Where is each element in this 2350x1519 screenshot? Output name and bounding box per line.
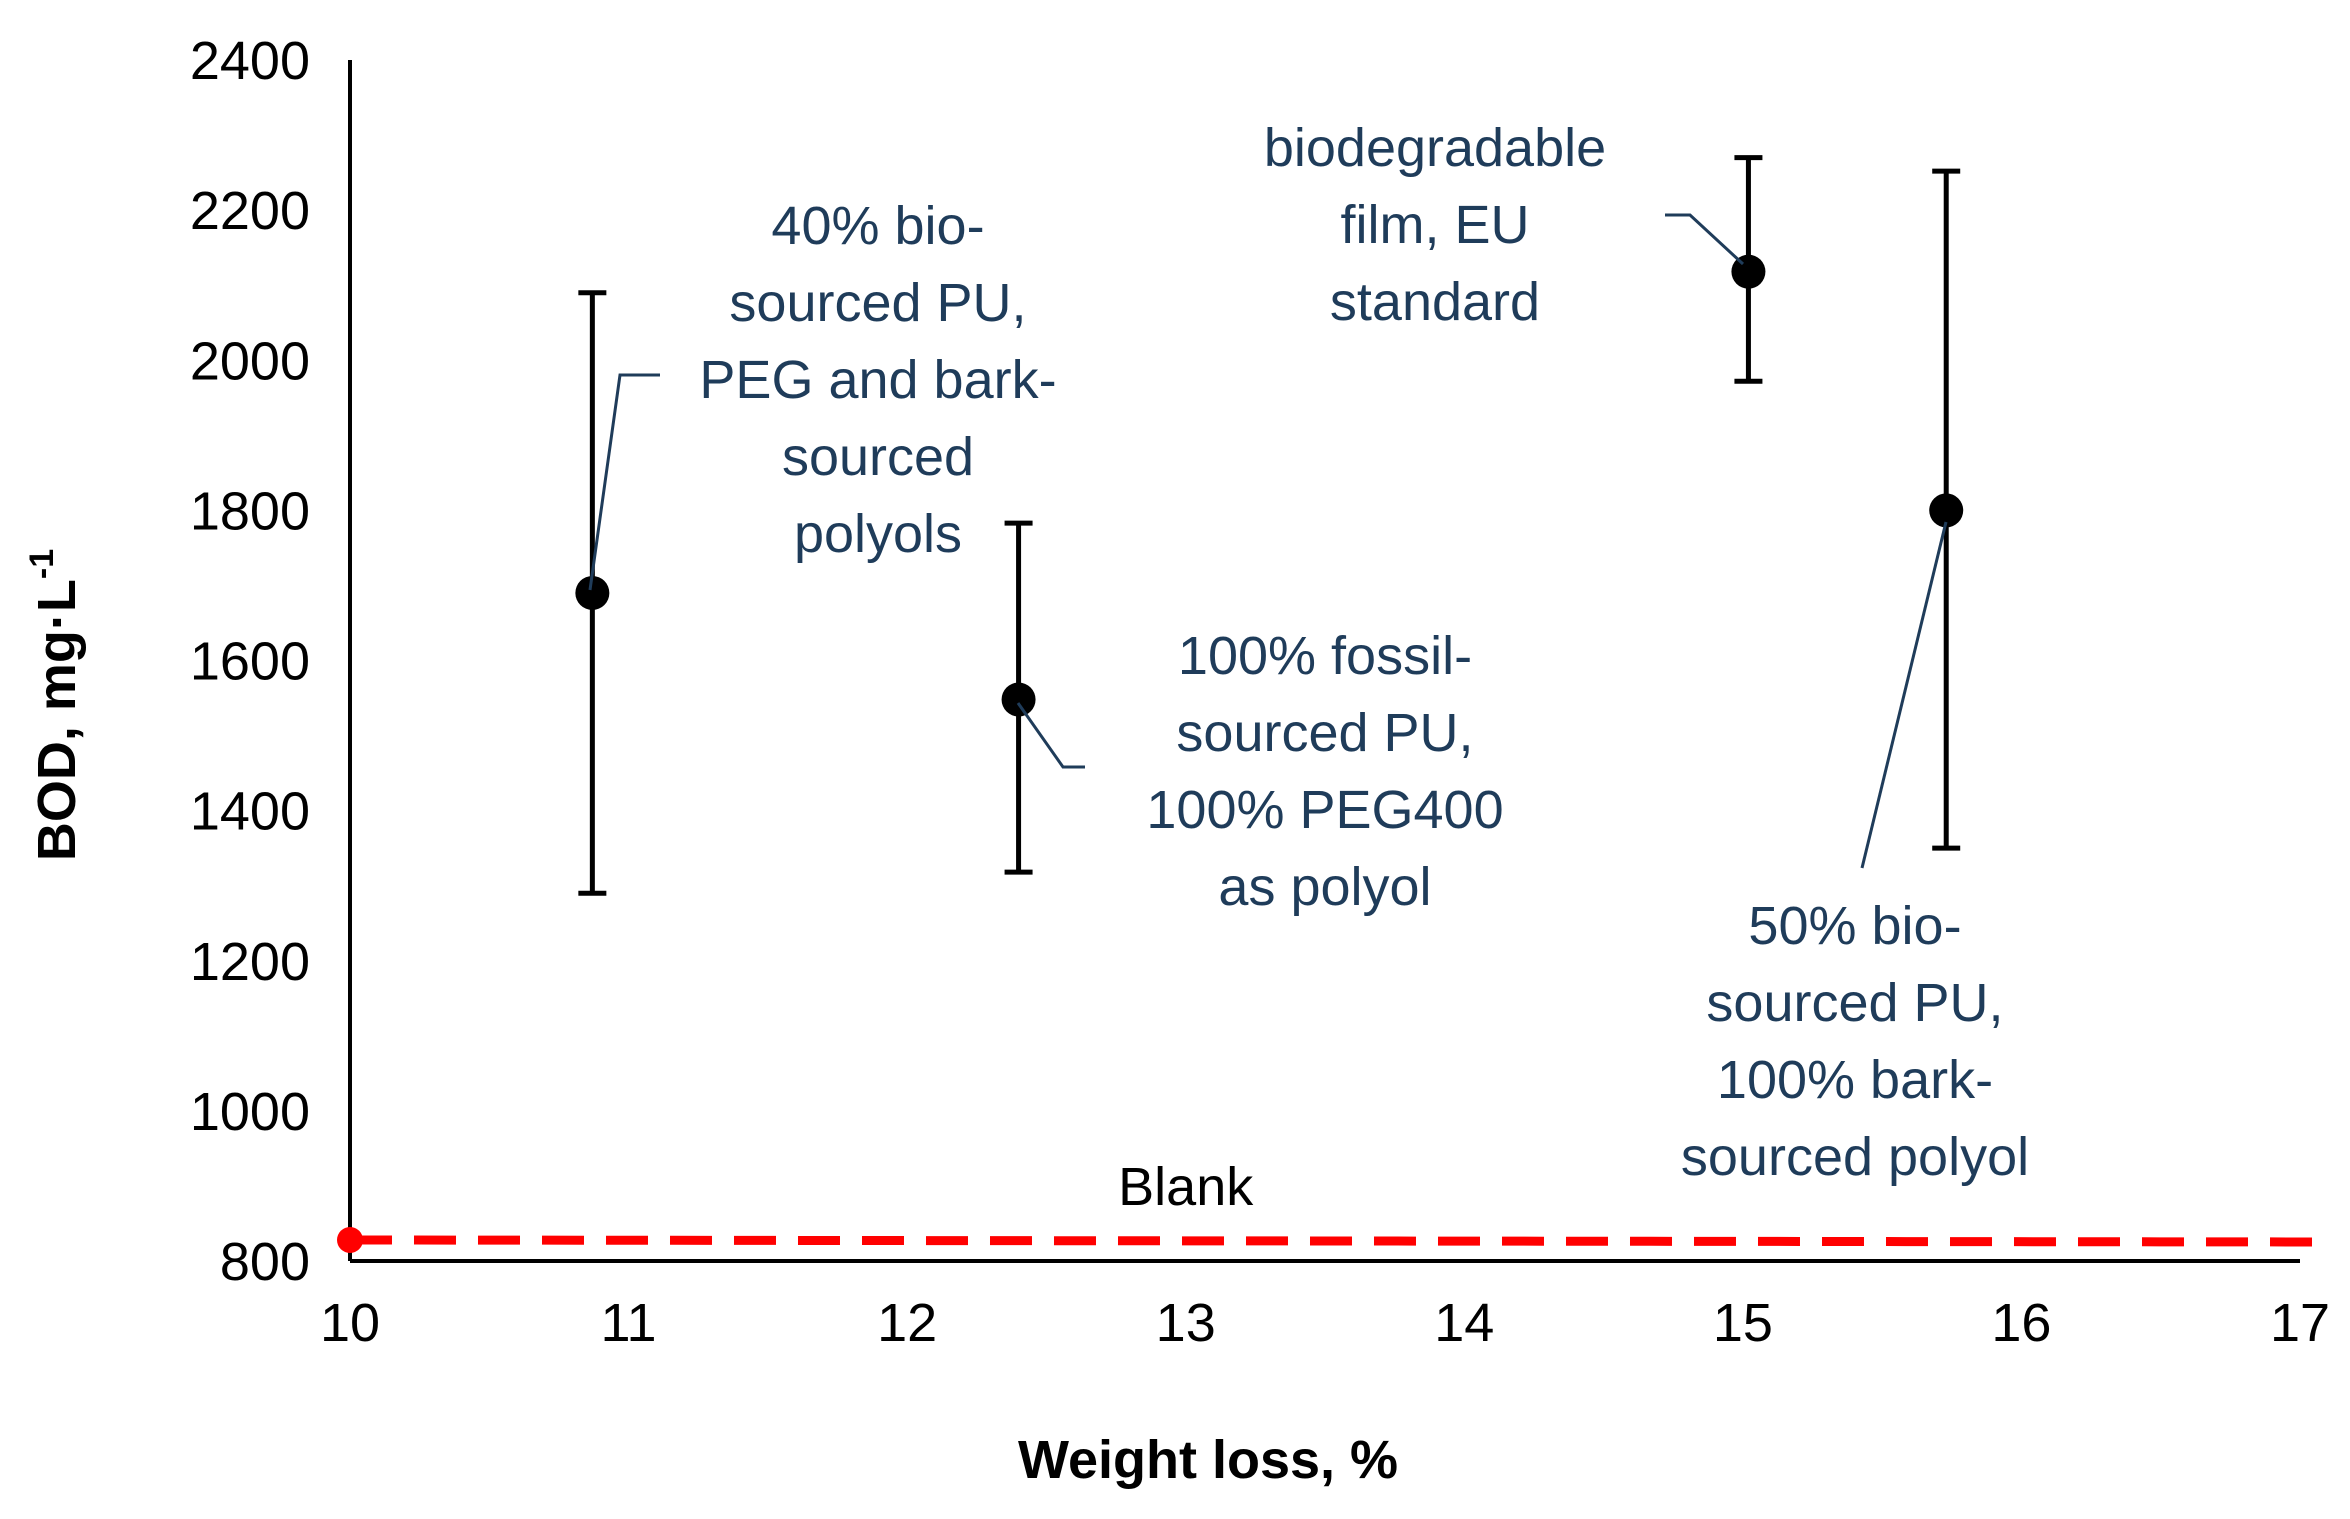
annotation-label-line: 100% bark- [1717, 1050, 1993, 1110]
annotation-label-line: film, EU [1341, 195, 1530, 255]
annotation-leader-line [1016, 702, 1085, 769]
y-tick-label: 1600 [190, 632, 310, 692]
data-point [1929, 493, 1964, 528]
annotation-label-line: PEG and bark- [699, 350, 1056, 410]
y-tick-label: 2200 [190, 181, 310, 241]
annotation-label-line: sourced [782, 427, 974, 487]
annotation-label-line: 40% bio- [771, 196, 984, 256]
x-tick-label: 15 [1713, 1293, 1773, 1353]
y-tick-label: 1400 [190, 782, 310, 842]
x-axis-title: Weight loss, % [1018, 1430, 1398, 1490]
annotation-label-line: 100% fossil- [1178, 626, 1472, 686]
annotation-label-line: 100% PEG400 [1146, 780, 1503, 840]
blank-dashed-line [349, 1235, 2316, 1247]
x-tick-label: 12 [877, 1293, 937, 1353]
annotation-label-line: sourced PU, [1706, 973, 2003, 1033]
data-points [575, 155, 1964, 896]
y-tick-label: 2000 [190, 331, 310, 391]
data-point [575, 575, 610, 610]
y-axis-title: BOD, mg·L-1 [23, 549, 87, 861]
axes [348, 60, 2300, 1263]
y-axis-title-main: BOD, mg·L [27, 579, 87, 861]
annotation-label-line: as polyol [1218, 857, 1431, 917]
blank-marker [337, 1226, 363, 1253]
x-tick-label: 14 [1434, 1293, 1494, 1353]
blank-reference: Blank [337, 1157, 2316, 1253]
y-tick-label: 2400 [190, 31, 310, 91]
tick-labels: 10 11 12 13 14 15 16 17 800 1000 1200 1400 1600 1800 2… [190, 31, 2330, 1353]
annotation-leader-line [1860, 521, 1948, 869]
annotation-label-line: standard [1330, 272, 1540, 332]
x-tick-label: 10 [320, 1293, 380, 1353]
data-point [1001, 682, 1036, 717]
y-tick-label: 800 [220, 1232, 310, 1292]
annotation-label-line: biodegradable [1264, 118, 1606, 178]
x-tick-label: 11 [601, 1293, 657, 1353]
blank-label: Blank [1118, 1157, 1254, 1217]
y-tick-label: 1200 [190, 932, 310, 992]
y-tick-label: 1800 [190, 481, 310, 541]
x-tick-label: 16 [1991, 1293, 2051, 1353]
x-tick-label: 13 [1156, 1293, 1216, 1353]
y-axis-title-superscript: -1 [23, 549, 61, 579]
x-tick-label: 17 [2270, 1293, 2330, 1353]
annotation-label-line: sourced PU, [1176, 703, 1473, 763]
annotation-leader-line [1665, 213, 1745, 266]
y-tick-label: 1000 [190, 1082, 310, 1142]
annotation-leader-line [588, 373, 660, 591]
annotation-label-line: polyols [794, 504, 962, 564]
annotation-label-line: sourced PU, [729, 273, 1026, 333]
point-annotations: 40% bio-sourced PU, PEG and bark-sourced p… [588, 118, 2029, 1187]
annotation-label-line: 50% bio- [1748, 896, 1961, 956]
annotation-label-line: sourced polyol [1681, 1127, 2029, 1187]
